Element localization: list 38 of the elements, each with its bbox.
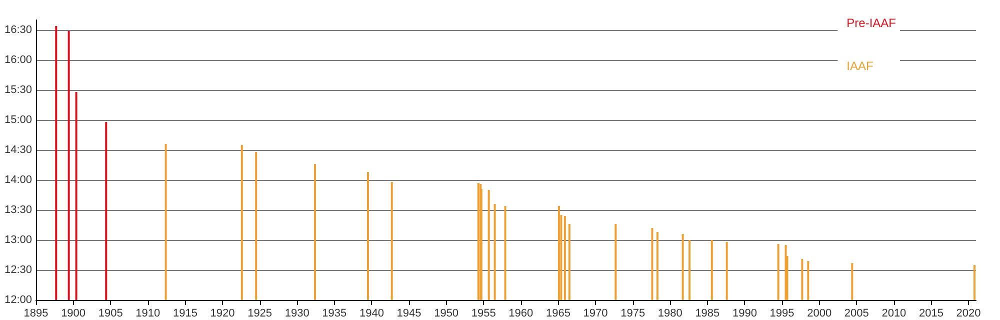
x-tick-label: 1965	[546, 308, 570, 320]
x-tick-label: 1925	[248, 308, 272, 320]
x-tick-label: 2020	[956, 308, 981, 320]
x-tick-label: 1960	[508, 308, 534, 320]
x-tick-label: 1920	[210, 308, 235, 320]
x-tick-label: 1990	[732, 308, 757, 320]
y-tick-label: 15:00	[4, 114, 32, 126]
y-tick-label: 12:00	[4, 294, 32, 306]
y-tick-label: 16:30	[4, 24, 32, 36]
x-tick-label: 1985	[695, 308, 720, 320]
x-tick-label: 1950	[434, 308, 459, 320]
x-tick-label: 1915	[172, 308, 198, 320]
y-tick-label: 13:00	[4, 234, 32, 246]
text: Pre-IAAF	[846, 16, 896, 30]
y-tick-label: 15:30	[4, 84, 32, 96]
x-tick-label: 1940	[359, 308, 384, 320]
x-tick-label: 1900	[61, 308, 86, 320]
x-tick-label: 2000	[807, 308, 832, 320]
x-tick-label: 1995	[770, 308, 794, 320]
x-tick-label: 1945	[396, 308, 422, 320]
x-tick-label: 1980	[658, 308, 682, 320]
x-tick-label: 2015	[918, 308, 944, 320]
x-tick-label: 1970	[583, 308, 608, 320]
x-tick-label: 2005	[844, 308, 869, 320]
y-tick-label: 14:30	[4, 144, 32, 156]
y-tick-label: 16:00	[4, 54, 32, 66]
x-tick-label: 1975	[620, 308, 646, 320]
y-tick-label: 14:00	[4, 174, 32, 186]
y-tick-label: 12:30	[4, 264, 32, 276]
x-tick-label: 2010	[882, 308, 906, 320]
text: IAAF	[846, 59, 874, 73]
x-tick-label: 1955	[471, 308, 496, 320]
x-tick-label: 1935	[322, 308, 347, 320]
x-tick-label: 1905	[98, 308, 123, 320]
x-tick-label: 1895	[24, 308, 48, 320]
x-tick-label: 1910	[136, 308, 160, 320]
x-tick-label: 1930	[284, 308, 310, 320]
y-tick-label: 13:30	[4, 204, 32, 216]
